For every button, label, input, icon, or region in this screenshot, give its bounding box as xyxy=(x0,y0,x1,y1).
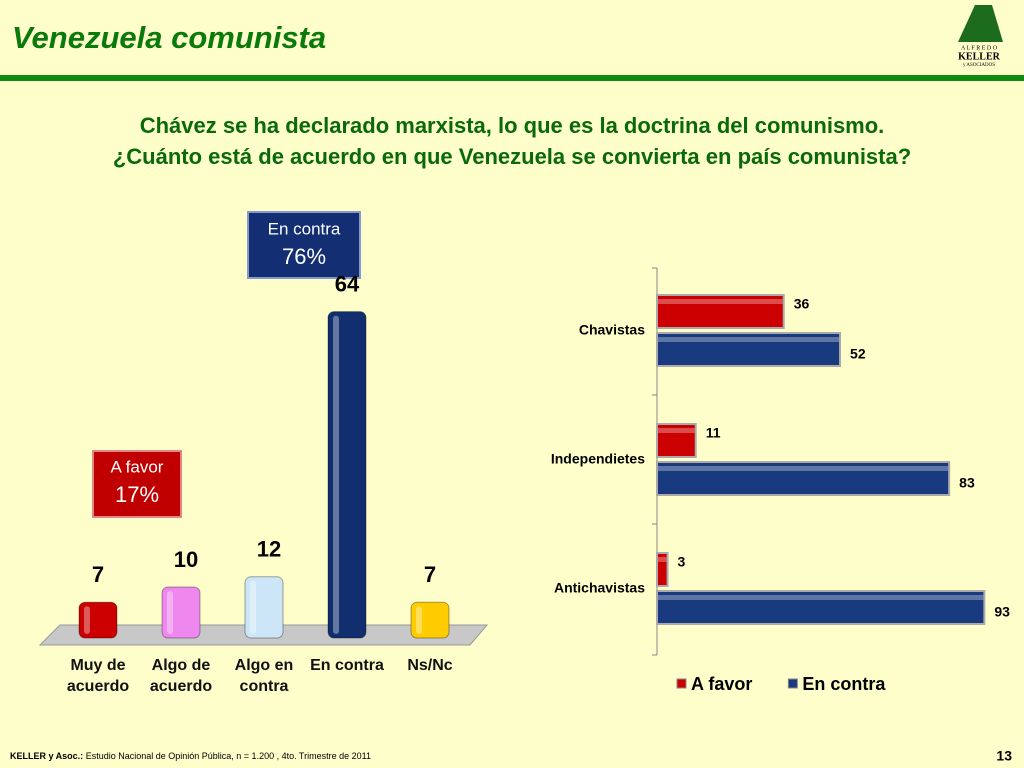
value-label: 7 xyxy=(92,562,104,587)
bar xyxy=(410,601,450,639)
bar xyxy=(244,576,284,639)
bar-shine xyxy=(167,591,173,634)
bar-shine xyxy=(416,606,422,634)
logo-mark xyxy=(958,5,1003,42)
bar xyxy=(327,311,367,639)
value-label: 7 xyxy=(424,562,436,587)
x-tick-label: En contra xyxy=(310,657,384,674)
value-label: 10 xyxy=(174,547,198,572)
header-rule xyxy=(0,75,1024,81)
question-line: Chávez se ha declarado marxista, lo que … xyxy=(140,113,885,138)
legend-swatch xyxy=(676,678,687,689)
footer-source-label: KELLER y Asoc.: xyxy=(10,751,83,761)
value-label: 52 xyxy=(850,346,866,362)
bar xyxy=(161,586,201,639)
bar-shine xyxy=(250,580,256,634)
bar xyxy=(656,423,697,458)
bar xyxy=(656,294,785,329)
value-label: 12 xyxy=(257,537,281,562)
bar-shine xyxy=(333,315,339,634)
value-label: 93 xyxy=(994,604,1010,620)
callout-value: 17% xyxy=(115,482,159,507)
x-tick-label: Muy de acuerdo xyxy=(66,657,130,695)
value-label: 36 xyxy=(794,296,810,312)
logo-name: KELLER xyxy=(958,51,1000,62)
legend-label: A favor xyxy=(691,674,752,694)
bar xyxy=(78,601,118,639)
bar-shine xyxy=(658,466,949,471)
footer-source: KELLER y Asoc.: Estudio Nacional de Opin… xyxy=(10,751,371,761)
bar-shine xyxy=(84,606,90,634)
y-tick-label: Independietes xyxy=(551,451,645,467)
value-label: 64 xyxy=(335,271,360,296)
page-number: 13 xyxy=(996,748,1012,764)
bar xyxy=(656,590,986,625)
x-tick-label: Algo en contra xyxy=(234,657,294,695)
x-tick-label: Algo de acuerdo xyxy=(149,657,213,695)
callout-box xyxy=(92,450,182,518)
value-label: 11 xyxy=(706,425,721,441)
value-label: 83 xyxy=(959,475,975,491)
question-line: ¿Cuánto está de acuerdo en que Venezuela… xyxy=(113,144,911,169)
bar xyxy=(656,552,669,587)
bar-shine xyxy=(658,428,695,433)
bar xyxy=(656,461,951,496)
y-tick-label: Antichavistas xyxy=(554,580,645,596)
x-tick-label: Ns/Nc xyxy=(407,657,453,674)
callout-label: A favor xyxy=(111,457,164,476)
value-label: 3 xyxy=(678,554,686,570)
bar-shine xyxy=(658,557,667,562)
bar xyxy=(656,332,842,367)
logo-top: A L F R E D O xyxy=(961,45,998,51)
callout-box xyxy=(247,211,361,279)
logo-bottom: y ASOCIADOS xyxy=(963,63,995,68)
callout-value: 76% xyxy=(282,244,326,269)
slide-title: Venezuela comunista xyxy=(12,20,326,55)
footer-source-text: Estudio Nacional de Opinión Pública, n =… xyxy=(86,751,371,761)
bar-shine xyxy=(658,299,783,304)
bar-shine xyxy=(658,595,984,600)
y-tick-label: Chavistas xyxy=(579,322,645,338)
legend-swatch xyxy=(787,678,798,689)
legend-label: En contra xyxy=(802,674,886,694)
callout-label: En contra xyxy=(268,219,341,238)
bar-shine xyxy=(658,337,840,342)
